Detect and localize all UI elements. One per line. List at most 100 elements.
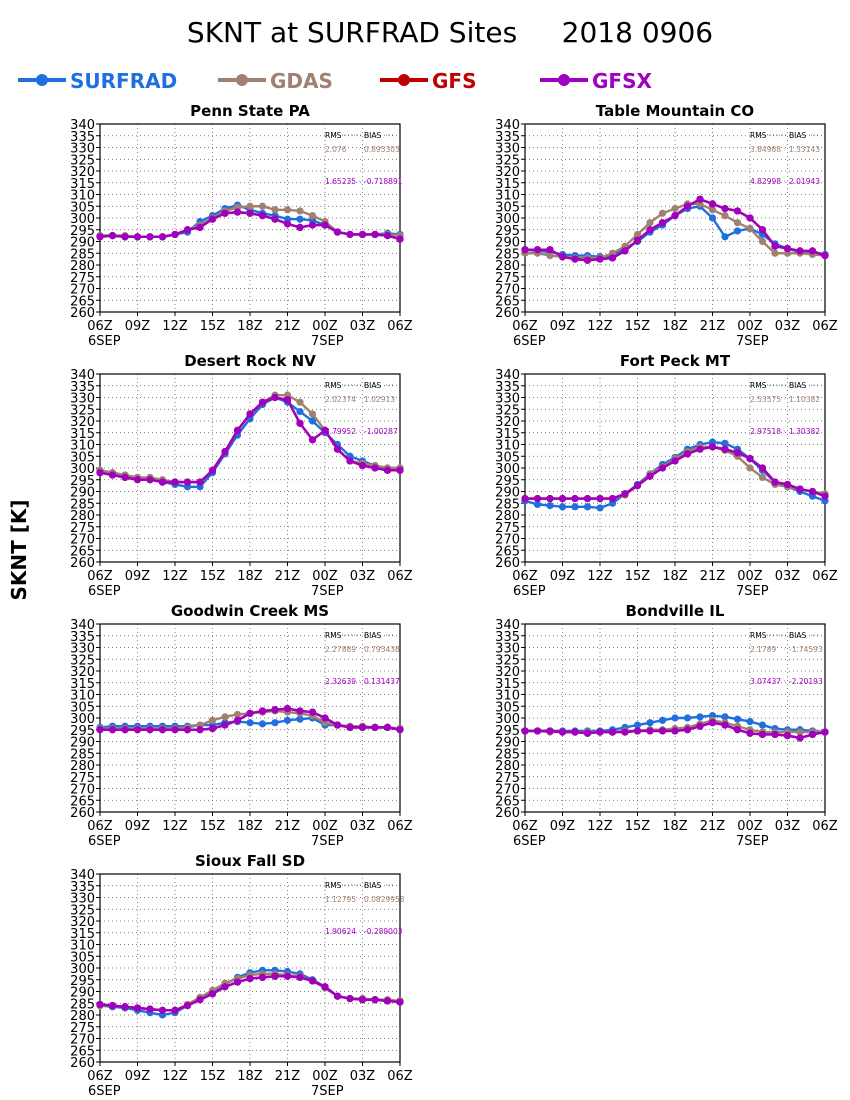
data-point [208, 990, 217, 998]
legend-label: SURFRAD [70, 69, 177, 93]
data-point [633, 482, 642, 490]
x-tick-label: 00Z [312, 819, 338, 834]
data-point [271, 706, 279, 714]
stats-header-rms: RMS [750, 381, 767, 390]
stats-rms-value: 3.84988 [750, 145, 781, 154]
data-point [146, 726, 154, 734]
data-point [708, 214, 717, 222]
y-tick-label: 340 [70, 868, 95, 883]
data-point [646, 719, 654, 727]
data-point [758, 237, 767, 246]
x-date-label: 6SEP [513, 834, 546, 849]
data-point [196, 726, 204, 734]
x-tick-label: 21Z [700, 819, 726, 834]
y-tick-label: 330 [70, 142, 95, 157]
stats-bias-value: 0.895303 [364, 145, 400, 154]
y-tick-label: 320 [70, 915, 95, 930]
stats-table: RMS BIAS 2.02374 1.02913 3.79952 -1.00287 [325, 381, 398, 436]
y-tick-label: 290 [495, 236, 520, 251]
x-tick-label: 21Z [275, 569, 301, 584]
data-point [583, 494, 592, 503]
panel-title: Table Mountain CO [596, 102, 754, 120]
x-tick-label: 15Z [200, 1069, 226, 1084]
data-point [758, 473, 767, 481]
data-point [158, 726, 167, 734]
data-point [308, 410, 317, 418]
y-tick-label: 320 [70, 165, 95, 180]
data-point [258, 720, 267, 728]
data-point [583, 729, 592, 737]
y-tick-label: 335 [495, 130, 520, 145]
stats-rms-value: 2.53575 [750, 395, 781, 404]
y-tick-label: 290 [495, 486, 520, 501]
data-point [771, 249, 779, 257]
x-date-label: 7SEP [736, 834, 769, 849]
x-date-label: 6SEP [513, 334, 546, 349]
y-tick-label: 335 [70, 130, 95, 145]
x-tick-label: 12Z [587, 569, 613, 584]
panel-sioux-fall-sd: Sioux Fall SD 260265270275280285290295300… [70, 852, 413, 1099]
data-point [771, 730, 779, 739]
data-point [533, 494, 542, 503]
data-point [183, 478, 192, 486]
x-date-label: 6SEP [88, 584, 121, 599]
y-tick-label: 295 [495, 724, 520, 739]
x-date-label: 7SEP [736, 334, 769, 349]
x-tick-label: 18Z [237, 1069, 263, 1084]
data-point [533, 727, 542, 735]
data-point [346, 230, 354, 239]
data-point [396, 726, 404, 734]
x-tick-label: 00Z [737, 569, 763, 584]
data-point [321, 983, 329, 991]
data-point [271, 393, 279, 402]
data-point [246, 974, 254, 983]
y-tick-label: 295 [70, 224, 95, 239]
y-tick-label: 330 [495, 642, 520, 657]
stats-header-bias: BIAS [789, 631, 806, 640]
data-point [96, 726, 104, 734]
y-tick-label: 330 [495, 392, 520, 407]
data-point [796, 485, 804, 493]
data-point [783, 732, 792, 740]
x-tick-label: 06Z [387, 569, 413, 584]
x-tick-label: 12Z [587, 319, 613, 334]
data-point [171, 1006, 179, 1014]
data-point [133, 1004, 142, 1012]
series-gfsx [96, 208, 404, 243]
y-tick-label: 260 [70, 806, 95, 821]
x-tick-label: 18Z [237, 819, 263, 834]
panel-goodwin-creek-ms: Goodwin Creek MS 260265270275280285290295… [70, 602, 413, 849]
data-point [146, 233, 154, 241]
stats-rms-value: 1.12795 [325, 895, 356, 904]
y-tick-label: 280 [70, 509, 95, 524]
data-point [308, 221, 317, 229]
y-tick-label: 275 [70, 771, 95, 786]
x-tick-label: 00Z [312, 1069, 338, 1084]
data-point [233, 716, 242, 724]
stats-header-rms: RMS [750, 131, 767, 140]
data-point [183, 1002, 192, 1010]
data-point [158, 1006, 167, 1014]
data-point [733, 715, 742, 723]
data-point [708, 200, 717, 208]
x-tick-label: 12Z [162, 319, 188, 334]
data-point [683, 202, 692, 210]
y-tick-label: 300 [70, 712, 95, 727]
data-point [658, 727, 667, 735]
data-point [733, 219, 742, 227]
series-gdas [521, 443, 829, 503]
data-point [308, 417, 317, 425]
x-tick-label: 09Z [125, 569, 151, 584]
data-point [721, 205, 729, 213]
data-point [683, 714, 692, 722]
stats-header-rms: RMS [325, 131, 342, 140]
y-tick-label: 340 [70, 618, 95, 633]
data-point [721, 439, 729, 447]
x-tick-label: 03Z [775, 819, 801, 834]
y-tick-label: 310 [495, 189, 520, 204]
y-tick-label: 305 [495, 200, 520, 215]
data-point [658, 716, 667, 724]
data-point [571, 494, 579, 503]
data-point [571, 728, 579, 736]
